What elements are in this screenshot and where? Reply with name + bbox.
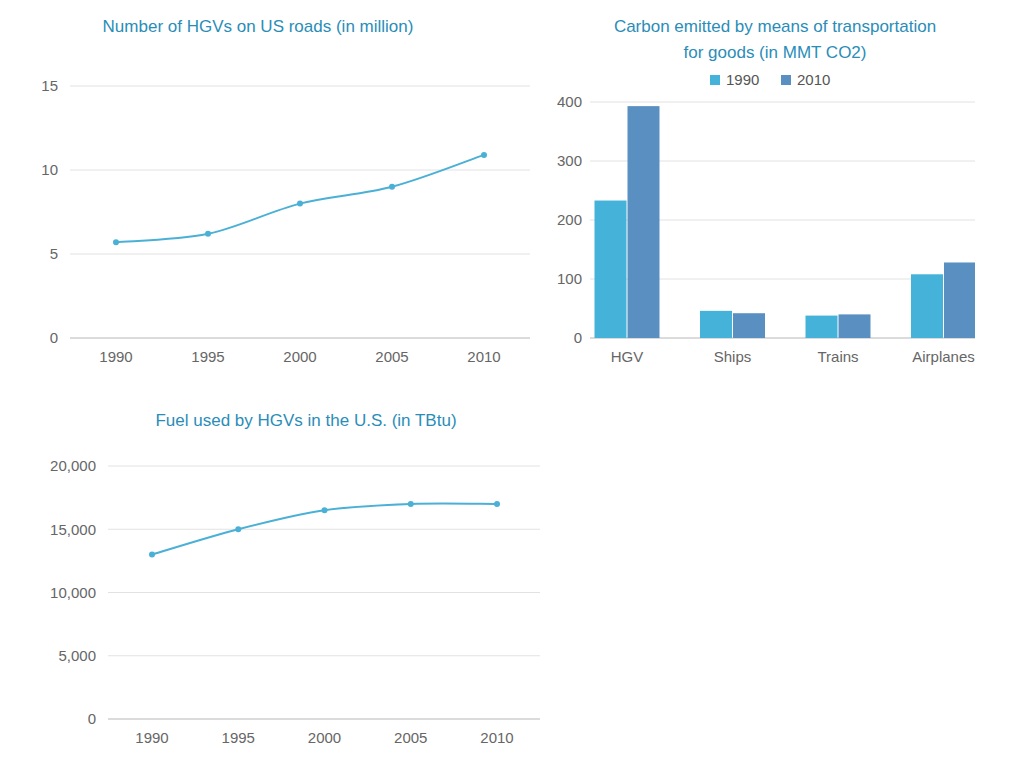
- x-tick-label: 1990: [99, 348, 132, 365]
- bar: [628, 106, 660, 338]
- chart-title: Carbon emitted by means of transportatio…: [614, 17, 936, 62]
- grid-line: [70, 254, 530, 255]
- x-tick-label: 1995: [222, 729, 255, 746]
- bar: [733, 313, 765, 338]
- data-point: [494, 501, 500, 507]
- x-tick-label: 2005: [375, 348, 408, 365]
- chart-2: Fuel used by HGVs in the U.S. (in TBtu) 0…: [50, 411, 540, 746]
- data-point: [408, 501, 414, 507]
- data-point: [235, 526, 241, 532]
- y-tick-label: 200: [557, 211, 582, 228]
- grid-line: [108, 529, 540, 530]
- bar: [700, 311, 732, 338]
- x-axis-line: [70, 338, 530, 339]
- y-tick-label: 20,000: [50, 457, 96, 474]
- grid-line: [70, 170, 530, 171]
- bar: [839, 314, 871, 338]
- grid-line: [70, 338, 530, 339]
- x-tick-label: 1995: [191, 348, 224, 365]
- data-point: [113, 239, 119, 245]
- data-point: [297, 201, 303, 207]
- x-tick-label: 1990: [135, 729, 168, 746]
- stage: Number of HGVs on US roads (in million) 0…: [0, 0, 1024, 768]
- bar: [806, 316, 838, 338]
- x-tick-label: 2010: [480, 729, 513, 746]
- y-tick-label: 10: [41, 161, 58, 178]
- y-tick-label: 5,000: [58, 647, 96, 664]
- data-line: [116, 155, 484, 242]
- legend-swatch: [781, 75, 791, 85]
- title-line: Carbon emitted by means of transportatio…: [614, 17, 936, 36]
- x-tick-label: 2010: [467, 348, 500, 365]
- x-tick-label: 2000: [308, 729, 341, 746]
- y-tick-label: 15,000: [50, 521, 96, 538]
- y-tick-label: 300: [557, 152, 582, 169]
- bar: [944, 262, 975, 338]
- y-tick-label: 15: [41, 77, 58, 94]
- data-point: [149, 552, 155, 558]
- grid-line: [108, 719, 540, 720]
- grid-line: [108, 592, 540, 593]
- y-tick-label: 10,000: [50, 584, 96, 601]
- bar: [595, 201, 627, 338]
- title-line: Number of HGVs on US roads (in million): [103, 17, 414, 36]
- canvas-svg: Number of HGVs on US roads (in million) 0…: [0, 0, 1024, 768]
- y-tick-label: 0: [50, 329, 58, 346]
- legend-label: 1990: [726, 71, 759, 88]
- plot-area: [149, 501, 500, 558]
- y-tick-label: 0: [88, 710, 96, 727]
- chart-0: Number of HGVs on US roads (in million) 0…: [41, 17, 530, 365]
- grid-line: [70, 86, 530, 87]
- x-axis-line: [108, 719, 540, 720]
- x-tick-label: 2000: [283, 348, 316, 365]
- y-tick-label: 5: [50, 245, 58, 262]
- data-point: [322, 507, 328, 513]
- title-line: Fuel used by HGVs in the U.S. (in TBtu): [155, 411, 456, 430]
- chart-title: Number of HGVs on US roads (in million): [103, 17, 414, 36]
- y-tick-label: 400: [557, 93, 582, 110]
- legend-swatch: [710, 75, 720, 85]
- title-line: for goods (in MMT CO2): [684, 43, 867, 62]
- y-tick-label: 100: [557, 270, 582, 287]
- plot-area: [113, 152, 487, 245]
- x-tick-label: Ships: [714, 348, 752, 365]
- x-tick-label: Airplanes: [912, 348, 975, 365]
- data-line: [152, 503, 497, 554]
- y-tick-label: 0: [574, 329, 582, 346]
- data-point: [205, 231, 211, 237]
- x-tick-label: HGV: [611, 348, 644, 365]
- grid-line: [108, 655, 540, 656]
- grid-line: [590, 102, 975, 103]
- bar: [911, 274, 943, 338]
- x-tick-label: 2005: [394, 729, 427, 746]
- data-point: [389, 184, 395, 190]
- data-point: [481, 152, 487, 158]
- plot-area: [595, 106, 976, 338]
- chart-1: Carbon emitted by means of transportatio…: [557, 17, 976, 365]
- chart-title: Fuel used by HGVs in the U.S. (in TBtu): [155, 411, 456, 430]
- grid-line: [108, 466, 540, 467]
- x-tick-label: Trains: [817, 348, 858, 365]
- legend-label: 2010: [797, 71, 830, 88]
